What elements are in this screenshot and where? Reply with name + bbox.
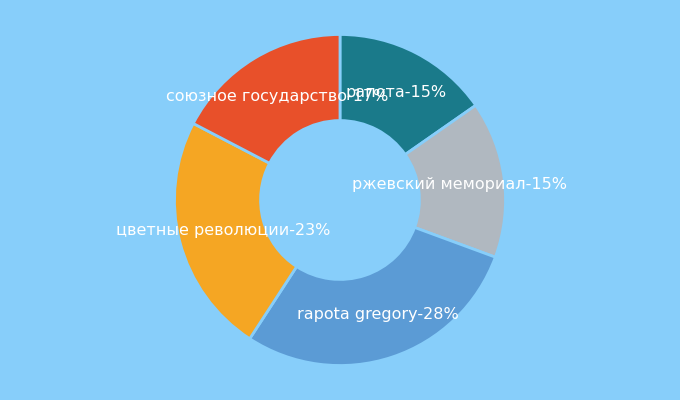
Text: ржевский мемориал-15%: ржевский мемориал-15%: [352, 177, 567, 192]
Wedge shape: [405, 105, 505, 257]
Wedge shape: [340, 34, 476, 154]
Wedge shape: [175, 124, 296, 339]
Wedge shape: [250, 228, 495, 366]
Text: рапота-15%: рапота-15%: [345, 85, 447, 100]
Wedge shape: [193, 34, 340, 163]
Text: цветные революции-23%: цветные революции-23%: [116, 223, 330, 238]
Text: союзное государство-17%: союзное государство-17%: [166, 89, 388, 104]
Text: rapota gregory-28%: rapota gregory-28%: [297, 307, 459, 322]
